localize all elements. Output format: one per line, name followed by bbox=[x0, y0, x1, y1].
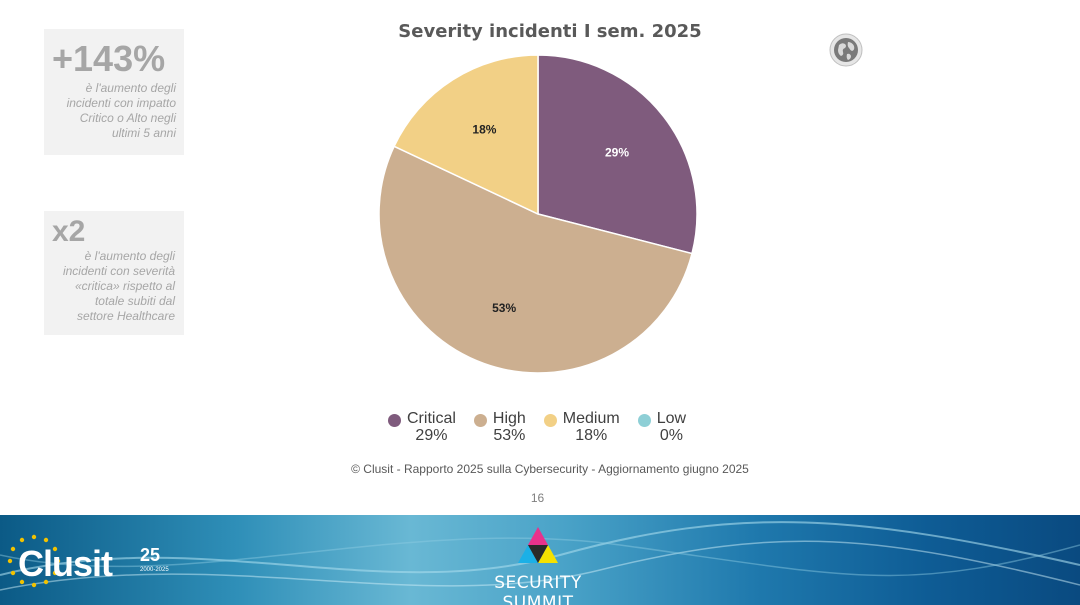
legend-item-critical: Critical 29% bbox=[388, 410, 456, 444]
pie-slice-critical bbox=[537, 54, 698, 255]
legend-label: Critical bbox=[407, 410, 456, 427]
legend-value: 0% bbox=[659, 427, 683, 444]
legend-swatch bbox=[637, 414, 651, 427]
legend-value: 29% bbox=[415, 427, 448, 444]
eu-stars-icon bbox=[7, 534, 61, 588]
footer-banner: Clusit 25 2000-2025 SECURITY SUMMIT bbox=[0, 515, 1080, 605]
clusit-anniversary: 25 bbox=[140, 545, 161, 565]
legend-value: 18% bbox=[575, 427, 608, 444]
pie-label-medium: 18% bbox=[472, 123, 496, 137]
pie-label-high: 53% bbox=[492, 301, 516, 315]
page-number: 16 bbox=[530, 491, 545, 505]
source-note: © Clusit - Rapporto 2025 sulla Cybersecu… bbox=[351, 462, 749, 476]
legend-label: Medium bbox=[562, 410, 620, 427]
legend-label: Low bbox=[656, 410, 687, 427]
clusit-years: 2000-2025 bbox=[140, 567, 169, 573]
stat-value: x2 bbox=[52, 215, 86, 248]
chart-legend: Critical 29% High 53% Medium 18% Low 0% bbox=[388, 410, 704, 444]
clusit-wordmark: Clusit bbox=[18, 543, 113, 584]
globe-icon bbox=[829, 33, 863, 67]
legend-swatch bbox=[473, 414, 487, 427]
legend-item-low: Low 0% bbox=[637, 410, 687, 444]
pie-slice-medium bbox=[393, 54, 539, 216]
stat-description: è l'aumento degli incidenti con impatto … bbox=[66, 81, 176, 140]
summit-triangle-icon bbox=[518, 527, 558, 563]
pie-chart: 29% 53% 18% bbox=[378, 54, 698, 374]
stat-description: è l'aumento degli incidenti con severità… bbox=[62, 249, 175, 323]
legend-swatch bbox=[388, 414, 401, 427]
stat-callout-double: x2 è l'aumento degli incidenti con sever… bbox=[44, 211, 184, 335]
legend-swatch bbox=[543, 414, 557, 427]
pie-slice-high bbox=[378, 145, 693, 374]
stat-callout-increase: +143% è l'aumento degli incidenti con im… bbox=[44, 29, 184, 155]
chart-title: Severity incidenti I sem. 2025 bbox=[398, 21, 702, 42]
legend-item-high: High 53% bbox=[473, 410, 526, 444]
clusit-logo: Clusit 25 2000-2025 bbox=[4, 531, 184, 601]
legend-value: 53% bbox=[493, 427, 526, 444]
stat-value: +143% bbox=[52, 38, 166, 79]
security-summit-logo: SECURITY SUMMIT bbox=[476, 525, 600, 605]
security-summit-wordmark: SECURITY SUMMIT bbox=[494, 573, 582, 605]
legend-label: High bbox=[492, 410, 526, 427]
footer-waves bbox=[0, 521, 1080, 591]
pie-label-critical: 29% bbox=[605, 146, 629, 160]
legend-item-medium: Medium 18% bbox=[543, 410, 620, 444]
